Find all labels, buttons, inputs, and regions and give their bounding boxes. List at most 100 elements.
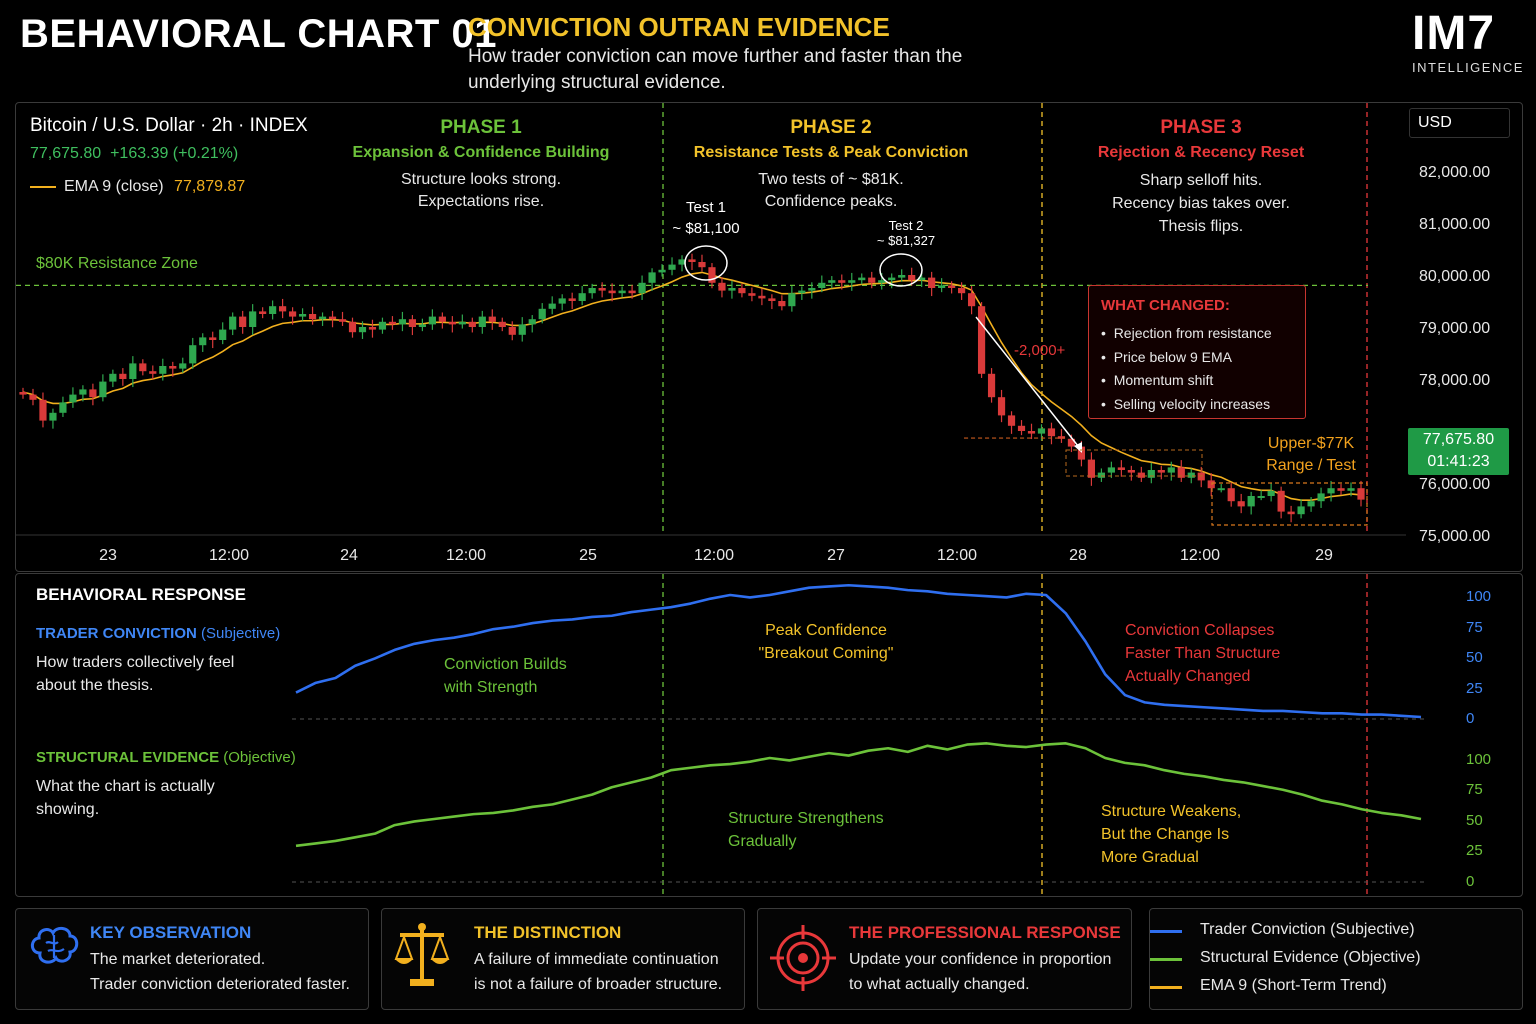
x-tick-label: 12:00 [446,547,486,564]
headline-description: How trader conviction can move further a… [468,46,963,93]
candle-body [618,290,626,294]
y-tick-label: 76,000.00 [1419,476,1490,493]
symbol-price: 77,675.80 [30,145,102,162]
candle-body [1167,467,1175,473]
conviction-line [295,583,1422,719]
candle-body [249,311,257,327]
candle-body [518,324,526,335]
evidence-swatch [1150,958,1182,961]
evidence-annotation-1: Structure Strengthens Gradually [728,807,884,853]
x-tick-label: 25 [579,547,597,564]
y-tick-label: 75,000.00 [1419,528,1490,545]
test-2-label: Test 2 [888,218,924,233]
legend-item-ema: EMA 9 (Short-Term Trend) [1150,977,1387,995]
candle-body [298,314,307,317]
evidence-series-name: STRUCTURAL EVIDENCE [36,749,220,766]
candle-body [1207,480,1215,489]
last-price-tag: 77,675.80 01:41:23 [1408,428,1509,475]
candle-body [868,277,876,283]
candle-body [848,280,856,283]
candle-body [1087,459,1096,478]
evidence-description: What the chart is actually showing. [36,778,215,818]
candle-body [928,277,936,288]
candle-body [199,337,207,346]
candle-body [328,316,337,320]
scales-icon [394,923,450,986]
candle-body [1147,470,1155,478]
candle-body [159,366,167,374]
currency-selector[interactable]: USD [1409,108,1510,138]
evidence-heading: STRUCTURAL EVIDENCE (Objective) [36,749,296,766]
headline: CONVICTION OUTRAN EVIDENCE [468,12,890,42]
annotation-line: Structure Strengthens [728,810,884,827]
candle-body [308,314,317,320]
candle-body [638,282,646,294]
page-title: BEHAVIORAL CHART 01 [20,12,497,56]
candle-body [708,267,716,283]
conviction-annotation-3: Conviction Collapses Faster Than Structu… [1125,619,1280,688]
candle-body [179,363,187,369]
candle-body [578,293,586,301]
candle-body [1347,488,1355,491]
distinction-card: THE DISTINCTION A failure of immediate c… [381,908,745,1010]
candle-body [109,373,117,382]
test-1-circle [684,245,728,281]
candle-body [318,316,327,320]
price-chart-panel: 82,000.00 81,000.00 80,000.00 79,000.00 78,0… [15,102,1523,572]
candle-body [39,399,47,421]
candle-body [768,298,776,301]
range-test-label: Upper-$77K Range / Test [1256,433,1366,477]
conviction-description: How traders collectively feel about the … [36,654,235,694]
phase-2-subtitle: Resistance Tests & Peak Conviction [693,144,969,161]
ema-swatch [30,185,56,188]
range-test-line: Range / Test [1266,457,1356,474]
symbol-quote: 77,675.80 +163.39 (+0.21%) [30,145,238,163]
candle-body [1257,496,1265,498]
candle-body [1007,415,1016,426]
candle-body [279,306,287,312]
candle-body [678,259,686,265]
candle-body [1297,506,1305,515]
annotation-line: Actually Changed [1125,668,1251,685]
candle-body [1277,490,1285,512]
candle-body [1317,493,1325,502]
what-changed-title: WHAT CHANGED: [1101,297,1230,314]
annotation-line: Gradually [728,833,797,850]
candle-body [1137,472,1145,478]
conviction-y-tick: 25 [1466,680,1483,697]
candle-body [908,275,916,281]
candle-body [1287,511,1295,515]
candle-body [388,321,397,325]
candle-body [818,282,826,288]
evidence-y-tick: 100 [1466,751,1491,768]
behavioral-chart: 100 75 50 25 0 100 75 50 25 0 [292,574,1491,896]
annotation-line: Faster Than Structure [1125,645,1281,662]
candle-body [29,394,37,400]
card-line: The market deteriorated. [90,951,266,968]
evidence-y-tick: 25 [1466,842,1483,859]
candle-body [288,311,297,317]
range-test-line: Upper-$77K [1267,435,1355,452]
candle-body [808,288,816,291]
phase-1-note: Expectations rise. [417,193,545,210]
phase-1-subtitle: Expansion & Confidence Building [352,144,610,161]
candle-body [368,327,377,330]
candle-body [1177,467,1185,478]
x-tick-label: 23 [99,547,117,564]
candle-body [528,319,536,325]
candle-body [538,308,546,320]
test-2-value: ~ $81,327 [876,233,936,248]
candle-body [259,311,267,314]
candle-body [938,285,946,288]
what-changed-item: • Price below 9 EMA [1101,348,1232,365]
candle-body [1017,425,1026,431]
candle-body [99,381,107,398]
phase-1-header: PHASE 1 Expansion & Confidence Building … [316,117,646,213]
candle-body [598,288,606,291]
candle-body [967,293,976,307]
conviction-series-tag: (Subjective) [201,625,281,642]
candle-body [1247,496,1255,507]
candle-body [1047,428,1056,437]
candle-body [129,363,137,379]
candle-body [1267,490,1275,496]
